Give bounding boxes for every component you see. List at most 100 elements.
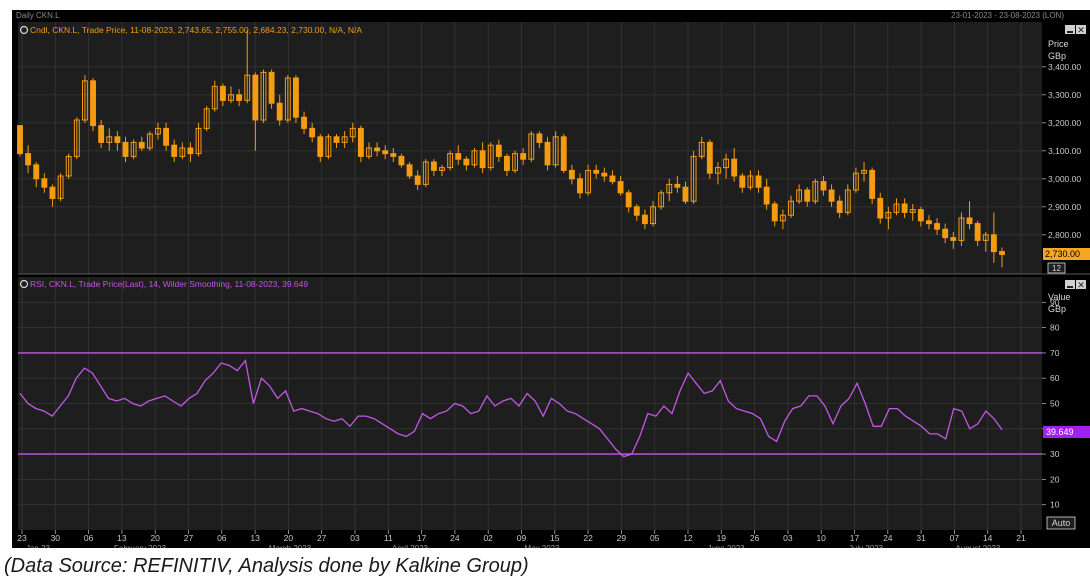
x-tick-label: 24 <box>883 533 893 543</box>
candle-body <box>114 136 121 143</box>
candle-body <box>349 127 356 138</box>
x-tick-label: 13 <box>250 533 260 543</box>
candle-body <box>869 169 876 199</box>
candle-body <box>934 223 941 230</box>
candle-body <box>463 158 470 166</box>
candle-body <box>893 203 900 213</box>
candle-body <box>487 144 494 169</box>
x-month-label: April 2023 <box>392 544 429 548</box>
candle-body <box>171 144 178 157</box>
x-tick-label: 27 <box>184 533 194 543</box>
candle-body <box>228 94 234 101</box>
candle-body <box>195 127 202 155</box>
candle-body <box>974 223 981 241</box>
candle-body <box>982 234 989 241</box>
candle-body <box>577 178 583 194</box>
candle-body <box>130 141 137 157</box>
candle-body <box>861 169 867 174</box>
x-month-label: May 2023 <box>524 544 560 548</box>
x-tick-label: 03 <box>350 533 360 543</box>
candle-body <box>260 71 267 121</box>
candle-body <box>999 251 1005 255</box>
candle-body <box>81 80 88 121</box>
rsi-tick-label: 70 <box>1050 348 1060 358</box>
candle-body <box>804 189 811 202</box>
candle-body <box>122 141 129 157</box>
candle-body <box>877 197 884 219</box>
candle-body <box>219 85 226 101</box>
price-tick-label: 2,800.00 <box>1048 230 1081 240</box>
candle-body <box>236 94 243 101</box>
candle-body <box>909 209 916 213</box>
rsi-axis-unit: GBp <box>1048 304 1066 314</box>
x-month-label: June 2023 <box>707 544 745 548</box>
candle-body <box>90 80 96 127</box>
x-tick-label: 06 <box>217 533 227 543</box>
rsi-last-badge <box>1043 426 1090 438</box>
price-panel-minimize-button[interactable] <box>1065 25 1075 34</box>
x-tick-label: 12 <box>683 533 693 543</box>
candle-body <box>836 200 843 213</box>
candle-body <box>901 203 908 213</box>
candle-body <box>439 167 445 171</box>
candle-body <box>301 116 307 129</box>
price-small-badge[interactable] <box>1047 262 1066 274</box>
rsi-tick-label: 60 <box>1050 373 1060 383</box>
x-tick-label: 27 <box>317 533 327 543</box>
candle-body <box>106 136 113 143</box>
auto-button[interactable] <box>1046 516 1076 530</box>
candle-body <box>544 141 551 166</box>
candle-body <box>885 211 892 219</box>
candle-body <box>25 153 32 166</box>
candle-body <box>341 136 348 143</box>
candle-body <box>374 147 381 152</box>
candle-body <box>698 141 705 157</box>
candle-body <box>812 181 819 202</box>
price-tick-label: 3,100.00 <box>1048 146 1081 156</box>
x-month-label: July 2023 <box>849 544 884 548</box>
price-panel-close-button[interactable] <box>1076 25 1086 34</box>
candle-body <box>528 133 535 160</box>
candle-body <box>33 164 40 180</box>
candle-body <box>658 192 665 208</box>
rsi-legend-icon[interactable] <box>19 279 29 289</box>
candle-body <box>414 175 421 185</box>
candle-body <box>715 167 721 174</box>
candle-body <box>73 119 80 157</box>
price-last-badge <box>1043 248 1090 260</box>
candle-body <box>633 206 640 216</box>
candle-body <box>779 214 786 222</box>
x-tick-label: 22 <box>583 533 593 543</box>
candle-body <box>17 125 23 155</box>
rsi-tick-label: 50 <box>1050 399 1060 409</box>
candle-body <box>650 206 656 225</box>
x-tick-label: 20 <box>284 533 294 543</box>
candle-body <box>755 175 762 188</box>
x-axis-strip <box>18 530 1042 548</box>
candle-body <box>357 127 364 157</box>
candle-body <box>471 150 478 166</box>
chart-date-range: 23-01-2023 - 23-08-2023 (LON) <box>951 11 1064 20</box>
price-panel-close-icon: ✕ <box>1077 25 1085 35</box>
x-tick-label: 20 <box>150 533 160 543</box>
candle-body <box>771 203 778 222</box>
price-legend-icon[interactable] <box>19 25 29 35</box>
rsi-panel-close-icon: ✕ <box>1077 280 1085 290</box>
price-legend: Cndl, CKN.L, Trade Price, 11-08-2023, 2,… <box>30 25 362 35</box>
candle-body <box>950 237 957 241</box>
rsi-panel-close-button[interactable] <box>1076 280 1086 289</box>
candle-body <box>325 136 332 157</box>
candle-body <box>625 192 632 208</box>
candle-body <box>958 217 965 241</box>
price-tick-label: 3,300.00 <box>1048 90 1081 100</box>
rsi-tick-label: 20 <box>1050 474 1060 484</box>
candle-body <box>641 214 648 225</box>
candle-body <box>763 186 770 205</box>
x-tick-label: 29 <box>617 533 627 543</box>
candle-body <box>990 234 997 253</box>
price-tick-label: 3,200.00 <box>1048 118 1081 128</box>
rsi-panel-minimize-button[interactable] <box>1065 280 1075 289</box>
x-tick-label: 17 <box>850 533 860 543</box>
candle-body <box>366 147 372 157</box>
candle-body <box>268 71 275 104</box>
